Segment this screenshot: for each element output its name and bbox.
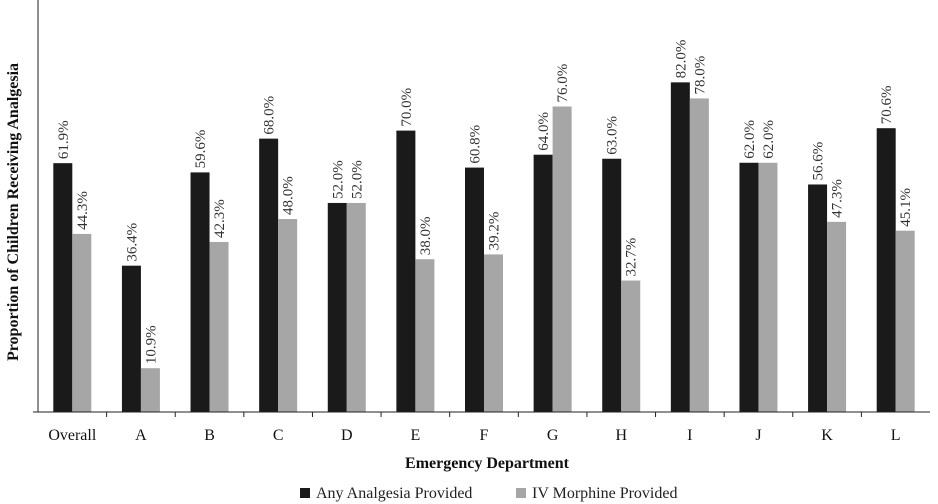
data-label-any-analgesia-i: 82.0% <box>673 40 689 79</box>
x-tick-label-l: L <box>891 427 901 444</box>
legend: Any Analgesia Provided IV Morphine Provi… <box>300 485 677 502</box>
data-label-iv-morphine-k: 47.3% <box>830 179 846 218</box>
data-label-iv-morphine-e: 38.0% <box>418 216 434 255</box>
data-label-iv-morphine-d: 52.0% <box>349 160 365 199</box>
data-labels-layer: 61.9% 44.3% 36.4% 10.9% 59.6% 42.3% 68.0% 48.0%… <box>56 40 914 365</box>
bars-layer <box>53 82 915 413</box>
bar-any-analgesia-b <box>190 172 210 412</box>
bar-any-analgesia-j <box>739 162 759 412</box>
bar-iv-morphine-l <box>895 230 915 412</box>
data-label-any-analgesia-f: 60.8% <box>468 125 484 164</box>
x-tick-label-b: B <box>204 427 215 444</box>
x-tick-label-h: H <box>615 427 627 444</box>
data-label-iv-morphine-j: 62.0% <box>761 120 777 159</box>
data-label-any-analgesia-j: 62.0% <box>742 120 758 159</box>
data-label-any-analgesia-a: 36.4% <box>124 223 140 262</box>
x-tick-label-k: K <box>821 427 833 444</box>
x-tick-label-i: I <box>687 427 692 444</box>
bar-any-analgesia-a <box>121 265 141 412</box>
bar-iv-morphine-h <box>621 280 641 412</box>
bar-any-analgesia-h <box>602 158 622 412</box>
bar-any-analgesia-d <box>327 202 347 412</box>
data-label-iv-morphine-i: 78.0% <box>692 56 708 95</box>
data-label-iv-morphine-l: 45.1% <box>898 188 914 227</box>
data-label-iv-morphine-f: 39.2% <box>487 212 503 251</box>
bar-iv-morphine-b <box>209 241 229 412</box>
bar-iv-morphine-overall <box>72 233 92 412</box>
data-label-any-analgesia-overall: 61.9% <box>56 120 72 159</box>
data-label-any-analgesia-e: 70.0% <box>399 88 415 127</box>
bar-iv-morphine-k <box>827 221 847 412</box>
bar-iv-morphine-g <box>552 106 572 412</box>
data-label-any-analgesia-k: 56.6% <box>811 142 827 181</box>
bar-any-analgesia-g <box>533 154 553 412</box>
x-tick-label-d: D <box>341 427 353 444</box>
bar-iv-morphine-c <box>278 219 298 412</box>
bar-any-analgesia-overall <box>53 163 73 412</box>
x-tick-label-f: F <box>480 427 489 444</box>
x-tick-label-a: A <box>135 427 147 444</box>
y-axis-title: Proportion of Children Receiving Analges… <box>5 63 22 361</box>
bar-iv-morphine-a <box>140 368 160 412</box>
x-tick-label-overall: Overall <box>48 427 97 444</box>
x-tick-labels: Overall A B C D E F G H I J K L <box>48 412 901 444</box>
data-label-iv-morphine-g: 76.0% <box>555 64 571 103</box>
bar-iv-morphine-j <box>758 162 778 412</box>
bar-any-analgesia-e <box>396 130 416 412</box>
bar-any-analgesia-k <box>808 184 828 412</box>
data-label-any-analgesia-b: 59.6% <box>193 130 209 169</box>
data-label-iv-morphine-h: 32.7% <box>624 238 640 277</box>
bar-any-analgesia-f <box>465 167 484 412</box>
data-label-any-analgesia-g: 64.0% <box>536 112 552 151</box>
data-label-any-analgesia-h: 63.0% <box>605 116 621 155</box>
bar-iv-morphine-i <box>689 98 709 412</box>
legend-swatch-iv-morphine <box>516 488 526 498</box>
legend-label-any-analgesia: Any Analgesia Provided <box>316 485 472 502</box>
legend-swatch-any-analgesia <box>300 488 310 498</box>
bar-any-analgesia-l <box>876 128 896 413</box>
bar-any-analgesia-i <box>670 82 690 413</box>
x-tick-label-j: J <box>755 427 761 444</box>
data-label-iv-morphine-b: 42.3% <box>212 199 228 238</box>
x-tick-label-g: G <box>547 427 559 444</box>
data-label-iv-morphine-c: 48.0% <box>281 176 297 215</box>
data-label-any-analgesia-d: 52.0% <box>330 160 346 199</box>
x-tick-label-c: C <box>273 427 284 444</box>
axes-layer <box>33 0 930 413</box>
bar-iv-morphine-e <box>415 259 435 412</box>
bar-iv-morphine-f <box>484 254 503 412</box>
data-label-iv-morphine-a: 10.9% <box>143 325 159 364</box>
data-label-any-analgesia-l: 70.6% <box>879 85 895 124</box>
data-label-iv-morphine-overall: 44.3% <box>75 191 91 230</box>
bar-iv-morphine-d <box>346 202 366 412</box>
x-tick-label-e: E <box>410 427 420 444</box>
legend-label-iv-morphine: IV Morphine Provided <box>532 485 677 502</box>
bar-any-analgesia-c <box>259 138 279 412</box>
x-axis-title: Emergency Department <box>405 455 570 472</box>
data-label-any-analgesia-c: 68.0% <box>262 96 278 135</box>
